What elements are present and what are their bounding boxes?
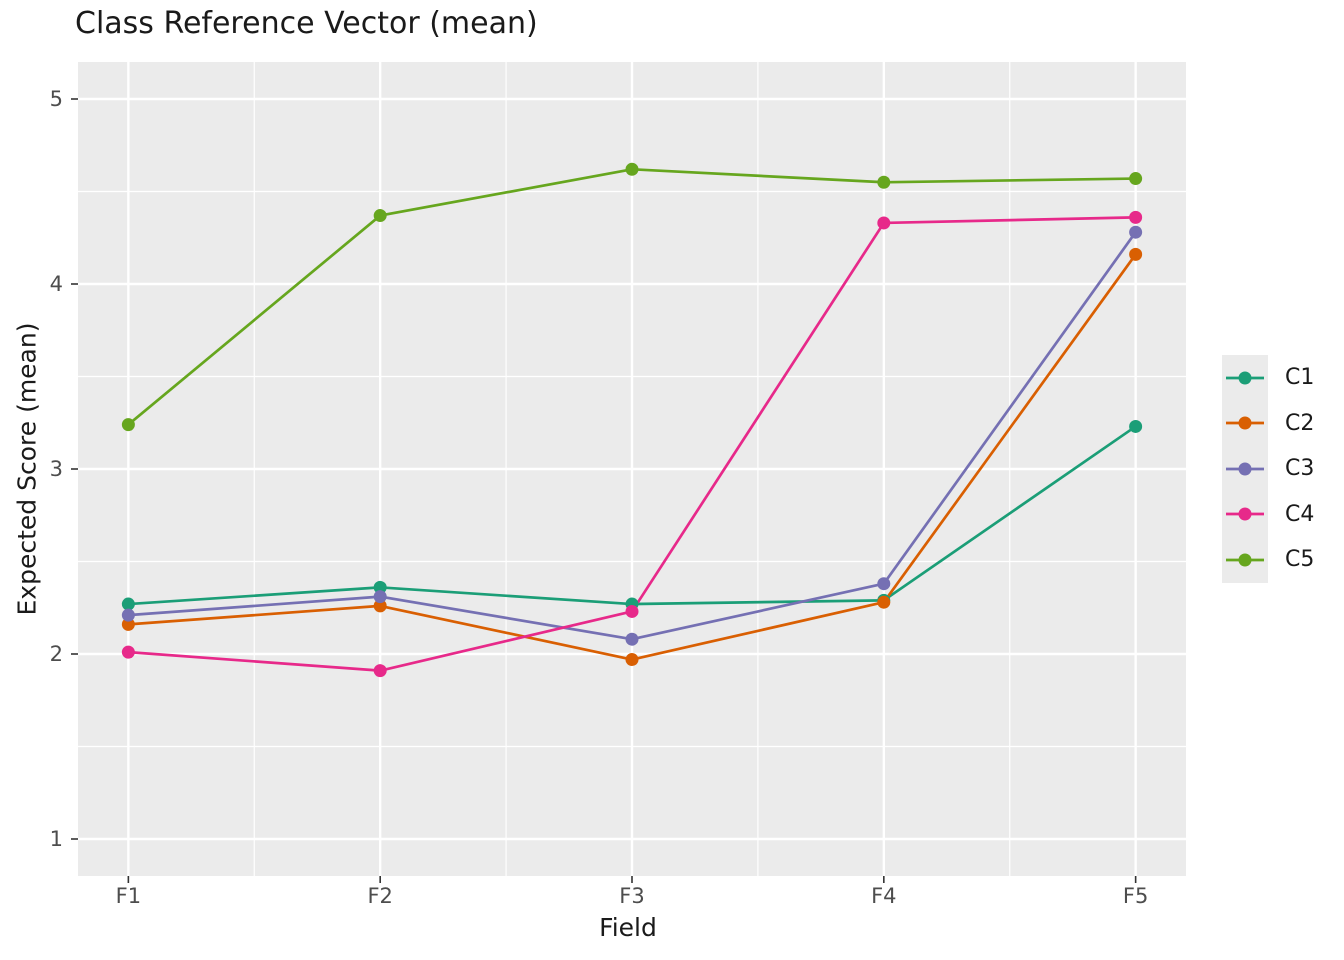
data-point-C5-F2	[373, 209, 387, 223]
x-axis-title: Field	[599, 913, 657, 942]
legend-key-swatch	[1222, 446, 1268, 492]
x-tick-label: F4	[871, 884, 896, 908]
legend-item-C2: C2	[1222, 400, 1315, 446]
data-point-C2-F4	[877, 595, 891, 609]
data-point-C4-F1	[121, 645, 135, 659]
data-point-C3-F3	[625, 632, 639, 646]
legend-item-C5: C5	[1222, 537, 1314, 583]
x-tick-label: F3	[619, 884, 644, 908]
data-point-C3-F5	[1129, 225, 1143, 239]
data-point-C2-F2	[373, 599, 387, 613]
data-point-C2-F3	[625, 653, 639, 667]
legend-point-icon	[1238, 553, 1252, 567]
data-point-C5-F4	[877, 175, 891, 189]
legend: C1 C2 C3 C4 C5	[1222, 355, 1314, 583]
legend-item-C1: C1	[1222, 355, 1314, 401]
legend-item-C4: C4	[1222, 491, 1315, 537]
y-tick-label: 5	[50, 87, 63, 111]
data-point-C4-F3	[625, 604, 639, 618]
y-tick-label: 3	[50, 457, 63, 481]
legend-marker-icon	[1226, 507, 1264, 521]
legend-label: C1	[1285, 365, 1315, 391]
legend-point-icon	[1238, 507, 1252, 521]
data-point-C5-F5	[1129, 172, 1143, 186]
legend-key-swatch	[1222, 491, 1268, 537]
legend-key-swatch	[1222, 537, 1268, 583]
legend-label: C5	[1285, 547, 1315, 573]
plot-title: Class Reference Vector (mean)	[75, 6, 538, 41]
data-point-C2-F1	[121, 617, 135, 631]
legend-key-swatch	[1222, 355, 1268, 401]
legend-point-icon	[1238, 416, 1252, 430]
x-tick-label: F1	[116, 884, 141, 908]
legend-point-icon	[1238, 462, 1252, 476]
legend-marker-icon	[1226, 371, 1264, 385]
legend-marker-icon	[1226, 553, 1264, 567]
data-point-C5-F3	[625, 162, 639, 176]
data-point-C1-F2	[373, 580, 387, 594]
legend-marker-icon	[1226, 462, 1264, 476]
data-point-C4-F2	[373, 664, 387, 678]
y-tick-label: 2	[50, 642, 63, 666]
data-point-C3-F2	[373, 590, 387, 604]
legend-key-swatch	[1222, 400, 1268, 446]
legend-label: C3	[1285, 456, 1315, 482]
data-point-C1-F5	[1129, 419, 1143, 433]
x-tick-label: F2	[367, 884, 392, 908]
legend-label: C2	[1285, 410, 1315, 436]
data-point-C4-F4	[877, 216, 891, 230]
data-point-C2-F5	[1129, 247, 1143, 261]
data-point-C5-F1	[121, 418, 135, 432]
legend-marker-icon	[1226, 416, 1264, 430]
y-tick-label: 4	[50, 272, 63, 296]
data-point-C1-F1	[121, 597, 135, 611]
legend-point-icon	[1238, 371, 1252, 385]
y-tick-label: 1	[50, 827, 63, 851]
legend-label: C4	[1285, 501, 1315, 527]
legend-item-C3: C3	[1222, 446, 1314, 492]
x-tick-label: F5	[1123, 884, 1148, 908]
data-point-C4-F5	[1129, 210, 1143, 224]
data-point-C3-F1	[121, 608, 135, 622]
data-point-C3-F4	[877, 577, 891, 591]
